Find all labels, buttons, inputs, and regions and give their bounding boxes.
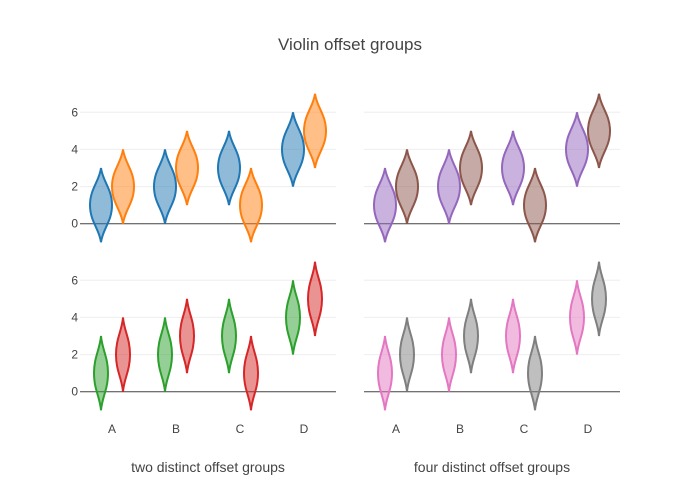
y-tick-label: 0 xyxy=(71,385,78,399)
violin-red-A xyxy=(114,317,132,392)
violin-green-C xyxy=(220,298,238,374)
y-tick-label: 4 xyxy=(71,310,78,324)
violin-pink-C xyxy=(504,298,522,374)
x-tick-label: C xyxy=(520,422,529,436)
x-tick-label: C xyxy=(236,422,245,436)
y-tick-label: 2 xyxy=(71,348,78,362)
x-tick-label: A xyxy=(392,422,400,436)
violin-brown-B xyxy=(458,130,484,206)
violin-green-B xyxy=(156,317,174,392)
violin-pink-A xyxy=(376,335,394,411)
violin-gray-B xyxy=(462,298,480,374)
violin-orange-B xyxy=(174,130,200,206)
subplot-top-right xyxy=(364,93,620,243)
violin-red-B xyxy=(178,298,196,374)
violin-orange-A xyxy=(110,149,136,224)
violin-red-C xyxy=(242,335,260,411)
x-axis-title-left: two distinct offset groups xyxy=(131,459,285,475)
x-tick-label: B xyxy=(456,422,464,436)
violin-purple-B xyxy=(436,149,462,224)
y-tick-label: 2 xyxy=(71,180,78,194)
violin-green-D xyxy=(284,280,302,355)
violin-blue-A xyxy=(88,167,114,243)
x-tick-label: A xyxy=(108,422,116,436)
x-tick-label: B xyxy=(172,422,180,436)
y-tick-label: 4 xyxy=(71,142,78,156)
chart-title: Violin offset groups xyxy=(278,35,422,54)
x-tick-label: D xyxy=(584,422,593,436)
violin-brown-A xyxy=(394,149,420,224)
x-tick-label: D xyxy=(300,422,309,436)
violin-pink-B xyxy=(440,317,458,392)
y-tick-label: 6 xyxy=(71,105,78,119)
violin-pink-D xyxy=(568,280,586,355)
violin-blue-C xyxy=(216,130,242,206)
violin-green-A xyxy=(92,335,110,411)
violin-brown-D xyxy=(586,93,612,169)
subplots: 0 2 4 6 0 2 4 6 A B C D A B C D xyxy=(71,93,620,436)
violin-blue-B xyxy=(152,149,178,224)
subplot-bottom-left: 0 2 4 6 A B C D xyxy=(71,261,336,436)
x-axis-title-right: four distinct offset groups xyxy=(414,459,570,475)
violin-orange-C xyxy=(238,167,264,243)
violin-red-D xyxy=(306,261,324,337)
violin-blue-D xyxy=(280,112,306,187)
subplot-bottom-right: A B C D xyxy=(364,261,620,436)
violin-brown-C xyxy=(522,167,548,243)
y-tick-label: 0 xyxy=(71,217,78,231)
subplot-top-left: 0 2 4 6 xyxy=(71,93,336,243)
violin-purple-D xyxy=(564,112,590,187)
violin-gray-C xyxy=(526,335,544,411)
violin-orange-D xyxy=(302,93,328,169)
violin-gray-D xyxy=(590,261,608,337)
violin-purple-A xyxy=(372,167,398,243)
violin-gray-A xyxy=(398,317,416,392)
violin-purple-C xyxy=(500,130,526,206)
y-tick-label: 6 xyxy=(71,273,78,287)
